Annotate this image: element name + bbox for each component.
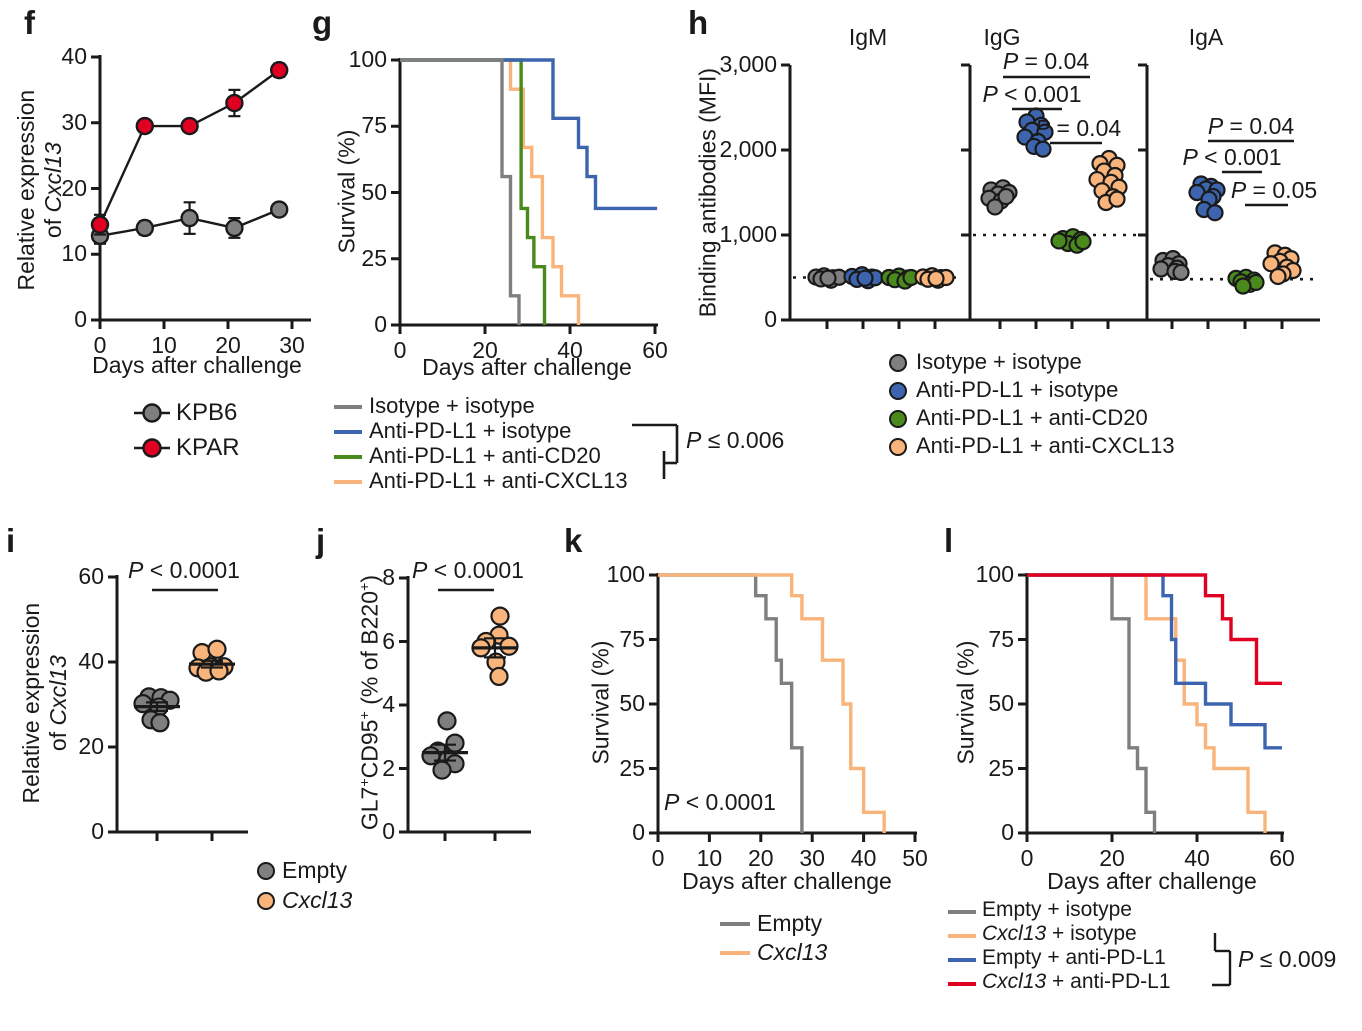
figure-canvas [90, 55, 1320, 987]
figure-container: f g h i j k l Relative expression of Cxcl… [6, 6, 1337, 993]
